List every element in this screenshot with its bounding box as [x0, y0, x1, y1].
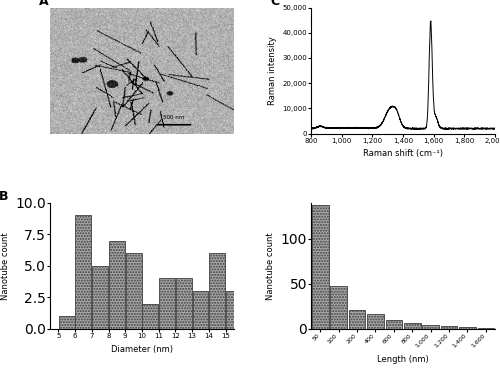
Bar — [159, 279, 175, 329]
Bar — [349, 310, 366, 329]
Text: 500 nm: 500 nm — [164, 115, 184, 120]
Bar — [386, 320, 402, 329]
Bar — [142, 304, 158, 329]
Bar — [312, 204, 328, 329]
Bar — [126, 253, 142, 329]
Bar — [176, 279, 192, 329]
Bar — [330, 286, 347, 329]
Text: C: C — [270, 0, 280, 8]
Bar — [441, 326, 458, 329]
Y-axis label: Nanotube count: Nanotube count — [266, 232, 275, 300]
Bar — [59, 316, 74, 329]
Bar — [92, 266, 108, 329]
Bar — [367, 314, 384, 329]
Y-axis label: Nanotube count: Nanotube count — [0, 232, 10, 300]
Bar — [192, 291, 208, 329]
Text: A: A — [39, 0, 48, 8]
Bar — [76, 215, 92, 329]
Bar — [404, 324, 420, 329]
Bar — [422, 325, 439, 329]
Bar — [459, 327, 475, 329]
Y-axis label: Raman intensity: Raman intensity — [268, 36, 276, 105]
Bar — [109, 241, 125, 329]
Bar — [209, 253, 225, 329]
X-axis label: Diameter (nm): Diameter (nm) — [111, 345, 173, 353]
Bar — [226, 291, 242, 329]
X-axis label: Length (nm): Length (nm) — [377, 355, 429, 364]
Text: B: B — [0, 190, 8, 203]
Bar — [478, 328, 494, 329]
X-axis label: Raman shift (cm⁻¹): Raman shift (cm⁻¹) — [363, 149, 443, 158]
